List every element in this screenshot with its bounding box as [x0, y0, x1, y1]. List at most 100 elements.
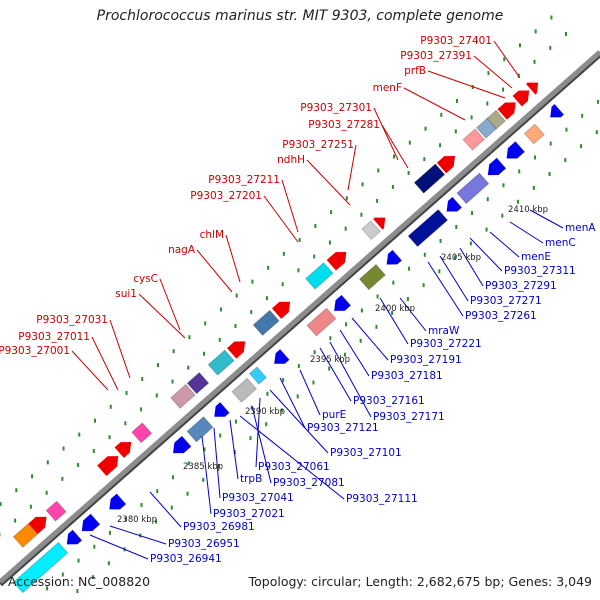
- reverse-gene-label: mraW: [428, 325, 460, 337]
- tick-mark: [313, 350, 316, 355]
- tick-mark: [297, 268, 300, 273]
- reverse-leader: [255, 397, 261, 468]
- tick-mark: [203, 447, 206, 452]
- reverse-gene-label: P9303_27181: [371, 370, 443, 382]
- tick-mark: [76, 589, 79, 594]
- tick-mark: [282, 251, 285, 256]
- reverse-gene: [550, 104, 564, 118]
- forward-gene-label: chlM: [200, 229, 224, 241]
- tick-mark: [109, 530, 112, 535]
- tick-mark: [78, 432, 81, 437]
- forward-gene: [486, 109, 507, 130]
- tick-mark: [251, 279, 254, 284]
- tick-mark: [266, 391, 269, 396]
- tick-mark: [155, 393, 158, 398]
- reverse-leader: [319, 347, 352, 402]
- tick-mark: [470, 115, 473, 120]
- tick-mark: [171, 379, 174, 384]
- genome-backbone: [0, 50, 600, 587]
- tick-mark: [218, 463, 221, 468]
- forward-gene-label: cysC: [133, 273, 158, 285]
- tick-mark: [439, 143, 442, 148]
- tick-mark: [46, 460, 49, 465]
- reverse-gene-label: menA: [565, 222, 596, 234]
- reverse-leader: [109, 525, 167, 545]
- tick-mark: [595, 130, 598, 135]
- reverse-leader: [149, 491, 182, 528]
- tick-mark: [94, 418, 97, 423]
- reverse-gene: [407, 208, 449, 248]
- tick-mark: [408, 266, 411, 271]
- tick-mark: [203, 351, 206, 356]
- tick-mark: [313, 254, 316, 259]
- tick-mark: [265, 422, 268, 427]
- scale-label: 2390 kbp: [245, 407, 285, 417]
- scale-labels: 2380 kbp 2385 kbp 2390 kbp 2395 kbp 2400 kbp…: [117, 205, 548, 525]
- reverse-leader: [339, 329, 370, 377]
- accession-text: Accession: NC_008820: [8, 574, 151, 589]
- tick-mark: [345, 322, 348, 327]
- reverse-gene: [231, 377, 258, 403]
- forward-gene: [227, 341, 246, 359]
- reverse-gene-label: P9303_27101: [330, 447, 402, 459]
- tick-mark: [61, 476, 64, 481]
- reverse-leader: [427, 261, 464, 317]
- tick-mark: [156, 489, 159, 494]
- tick-mark: [328, 366, 331, 371]
- reverse-gene-label: P9303_27061: [258, 461, 330, 473]
- tick-mark: [376, 198, 379, 203]
- tick-mark: [503, 57, 506, 62]
- forward-gene: [170, 383, 196, 409]
- reverse-leader: [299, 369, 321, 416]
- tick-mark: [187, 365, 190, 370]
- forward-leader: [196, 249, 233, 293]
- reverse-gene-label: trpB: [240, 473, 262, 485]
- forward-gene: [512, 90, 530, 107]
- tick-mark: [172, 349, 175, 354]
- reverse-gene: [274, 349, 290, 364]
- tick-mark: [376, 294, 379, 299]
- genome-title: Prochlorococcus marinus str. MIT 9303, c…: [96, 8, 504, 24]
- tick-mark: [454, 129, 457, 134]
- tick-mark: [343, 352, 346, 357]
- forward-gene-label: P9303_27211: [208, 174, 280, 186]
- tick-mark: [438, 269, 441, 274]
- reverse-leader: [351, 317, 389, 361]
- tick-mark: [565, 127, 568, 132]
- reverse-gene: [487, 157, 506, 176]
- reverse-leader: [201, 435, 212, 515]
- tick-mark: [502, 183, 505, 188]
- forward-gene-label: ndhH: [277, 154, 305, 166]
- tick-mark: [140, 503, 143, 508]
- tick-mark: [360, 212, 363, 217]
- genome-summary-text: Topology: circular; Length: 2,682,675 bp…: [248, 574, 592, 589]
- reverse-leader: [509, 221, 544, 244]
- reverse-gene: [248, 366, 268, 385]
- tick-mark: [280, 408, 283, 413]
- tick-mark: [391, 310, 394, 315]
- reverse-gene-label: P9303_26941: [150, 553, 222, 565]
- tick-mark: [124, 421, 127, 426]
- reverse-gene-label: P9303_27271: [470, 295, 542, 307]
- reverse-leader: [213, 427, 221, 499]
- reverse-gene: [523, 123, 545, 145]
- tick-mark: [77, 462, 80, 467]
- forward-gene-label: P9303_27201: [190, 190, 262, 202]
- forward-leader: [427, 70, 506, 99]
- tick-mark: [407, 171, 410, 176]
- forward-gene: [462, 128, 486, 151]
- tick-mark: [533, 59, 536, 64]
- forward-gene-label: P9303_27391: [400, 50, 472, 62]
- tick-mark: [375, 324, 378, 329]
- tick-mark: [581, 113, 584, 118]
- tick-mark: [202, 477, 205, 482]
- tick-mark: [14, 518, 17, 523]
- tick-mark: [218, 337, 221, 342]
- reverse-gene: [109, 493, 126, 510]
- forward-gene-label: P9303_27251: [282, 139, 354, 151]
- reverse-leader: [89, 534, 149, 560]
- tick-mark: [329, 336, 332, 341]
- reverse-gene-label: P9303_27021: [213, 508, 285, 520]
- tick-mark: [219, 307, 222, 312]
- forward-gene-label: menF: [373, 82, 402, 94]
